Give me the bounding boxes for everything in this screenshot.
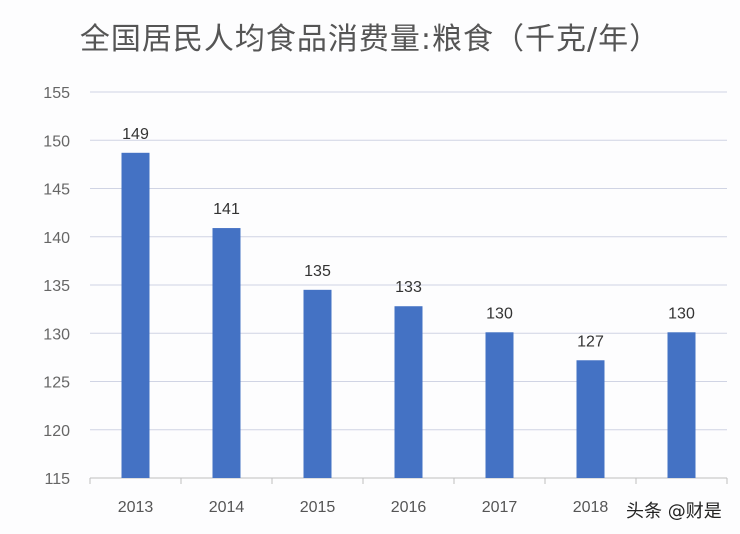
y-tick-label: 130 <box>43 326 70 343</box>
bar <box>667 332 696 478</box>
y-tick-label: 125 <box>43 375 70 392</box>
y-tick-label: 145 <box>43 182 70 199</box>
bar <box>212 228 241 478</box>
data-label: 130 <box>486 305 513 322</box>
x-tick-label: 2017 <box>482 499 518 516</box>
y-tick-label: 140 <box>43 230 70 247</box>
data-label: 133 <box>395 279 422 296</box>
data-label: 127 <box>577 333 604 350</box>
x-tick-label: 2013 <box>118 499 154 516</box>
y-tick-label: 150 <box>43 133 70 150</box>
x-tick-label: 2018 <box>573 499 609 516</box>
x-tick-label: 2016 <box>391 499 427 516</box>
data-label: 135 <box>304 263 331 280</box>
data-label: 149 <box>122 126 149 143</box>
data-label: 141 <box>213 201 240 218</box>
bar <box>485 332 514 478</box>
y-tick-label: 155 <box>43 85 70 102</box>
data-label: 130 <box>668 305 695 322</box>
y-tick-label: 135 <box>43 278 70 295</box>
bar <box>394 306 423 478</box>
x-tick-label: 2015 <box>300 499 336 516</box>
chart-title: 全国居民人均食品消费量:粮食（千克/年） <box>79 22 661 57</box>
y-tick-label: 120 <box>43 423 70 440</box>
bar <box>576 360 605 478</box>
bar <box>303 289 332 478</box>
bar <box>121 152 150 479</box>
y-tick-label: 115 <box>44 471 70 488</box>
watermark: 头条 @财是 <box>626 501 722 522</box>
x-tick-label: 2014 <box>209 499 245 516</box>
